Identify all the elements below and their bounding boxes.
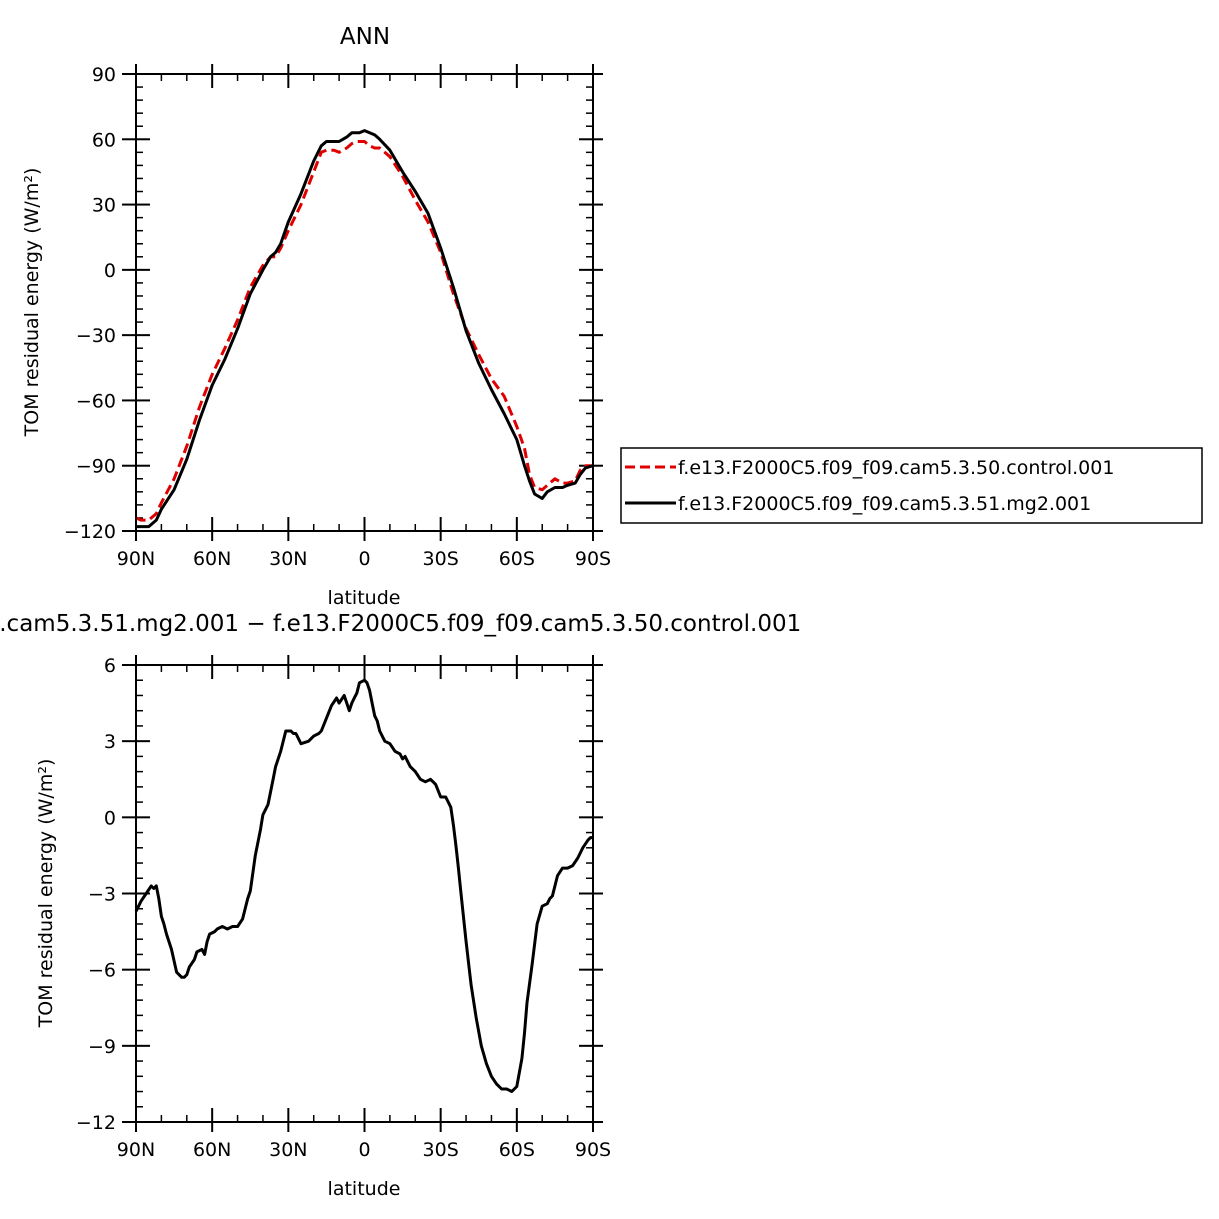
top-x-tick-label: 30N (269, 548, 307, 570)
top-y-tick-label: 0 (104, 260, 116, 282)
top-y-tick-label: 90 (92, 64, 116, 86)
bottom-x-axis-label: latitude (328, 1178, 401, 1200)
bottom-y-tick-label: 6 (104, 655, 116, 677)
top-y-tick-labels: −120 −90 −60 −30 0 30 60 90 (64, 64, 116, 543)
top-series-line-1 (136, 129, 594, 529)
bottom-y-tick-label: 0 (104, 807, 116, 829)
top-x-tick-label: 60S (499, 548, 535, 570)
top-y-axis-label: TOM residual energy (W/m²) (21, 168, 43, 438)
top-x-tick-label: 90S (575, 548, 611, 570)
bottom-y-tick-label: −3 (88, 884, 116, 906)
bottom-series-lines (134, 678, 593, 1093)
top-y-tick-label: −60 (76, 390, 116, 412)
top-x-tick-label: 60N (193, 548, 231, 570)
bottom-chart-title: f.e13.F2000C5.f09_f09.cam5.3.51.mg2.001 … (0, 611, 801, 637)
bottom-x-tick-label: 90N (117, 1139, 155, 1161)
bottom-plot-frame (135, 664, 594, 1123)
top-plot-frame (135, 73, 594, 532)
bottom-y-axis-label: TOM residual energy (W/m²) (35, 759, 57, 1029)
legend-entry-control: f.e13.F2000C5.f09_f09.cam5.3.50.control.… (678, 457, 1114, 479)
bottom-y-tick-label: −12 (76, 1112, 116, 1134)
bottom-y-tick-labels: −12 −9 −6 −3 0 3 6 (76, 655, 116, 1134)
top-y-tick-label: 60 (92, 129, 116, 151)
bottom-x-tick-label: 0 (358, 1139, 370, 1161)
bottom-x-tick-label: 60S (499, 1139, 535, 1161)
top-series-line-0 (135, 140, 593, 522)
legend-box (620, 447, 1203, 524)
top-y-tick-label: −120 (64, 521, 116, 543)
top-y-tick-label: 30 (92, 195, 116, 217)
top-x-tick-label: 0 (358, 548, 370, 570)
top-y-tick-label: −30 (76, 325, 116, 347)
top-y-tick-label: −90 (76, 456, 116, 478)
bottom-panel: f.e13.F2000C5.f09_f09.cam5.3.51.mg2.001 … (0, 611, 801, 1200)
top-series-lines (135, 129, 594, 529)
bottom-y-tick-label: −6 (88, 960, 116, 982)
bottom-x-tick-label: 90S (575, 1139, 611, 1161)
top-x-tick-label: 30S (423, 548, 459, 570)
bottom-x-tick-label: 60N (193, 1139, 231, 1161)
legend-entry-mg2: f.e13.F2000C5.f09_f09.cam5.3.51.mg2.001 (678, 493, 1091, 515)
top-panel: ANN −120 −90 −60 −30 0 30 60 90 90N 60N 30N 0 30S 60… (21, 24, 611, 609)
bottom-ticks (122, 655, 603, 1132)
bottom-x-tick-label: 30N (269, 1139, 307, 1161)
bottom-y-tick-label: 3 (104, 731, 116, 753)
legend: f.e13.F2000C5.f09_f09.cam5.3.50.control.… (620, 447, 1203, 524)
top-x-axis-label: latitude (328, 587, 401, 609)
top-chart-title: ANN (340, 24, 390, 50)
top-x-tick-labels: 90N 60N 30N 0 30S 60S 90S (117, 548, 611, 570)
top-ticks (122, 64, 603, 541)
bottom-series-line-0 (134, 678, 593, 1093)
bottom-x-tick-label: 30S (423, 1139, 459, 1161)
bottom-x-tick-labels: 90N 60N 30N 0 30S 60S 90S (117, 1139, 611, 1161)
bottom-y-tick-label: −9 (88, 1036, 116, 1058)
top-x-tick-label: 90N (117, 548, 155, 570)
